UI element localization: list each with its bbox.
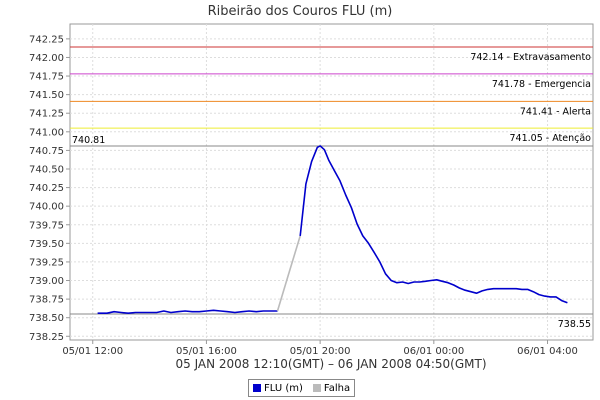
y-axis: 738.25 738.50 738.75 739.00 739.25 739.50 739.…: [29, 34, 70, 343]
legend-swatch-flu: [253, 384, 261, 392]
threshold-label: 741.41 - Alerta: [520, 106, 591, 117]
grid: [70, 24, 593, 340]
legend-swatch-falha: [312, 384, 321, 392]
y-tick-label: 741.00: [29, 127, 64, 138]
y-tick-label: 740.00: [29, 202, 64, 213]
y-tick-label: 741.75: [29, 72, 64, 83]
min-marker-label: 738.55: [558, 319, 591, 330]
series: [97, 145, 568, 315]
series-line-0: [97, 309, 278, 315]
legend-label-flu: FLU (m): [264, 382, 303, 394]
y-tick-label: 742.25: [29, 34, 64, 45]
y-tick-label: 738.75: [29, 295, 64, 306]
y-tick-label: 738.50: [29, 313, 64, 324]
threshold-lines: 742.14 - Extravasamento 741.78 - Emergenc…: [70, 46, 593, 144]
legend-item-falha: Falha: [312, 382, 351, 394]
x-tick-label: 05/01 16:00: [176, 346, 237, 357]
y-tick-label: 740.25: [29, 183, 64, 194]
y-tick-label: 739.25: [29, 257, 64, 268]
series-line-1: [276, 235, 301, 312]
marker-lines: 740.81 738.55: [70, 135, 593, 330]
legend: FLU (m) Falha: [248, 379, 356, 397]
y-tick-label: 741.50: [29, 90, 64, 101]
plot-area: [69, 23, 594, 341]
y-tick-label: 739.00: [29, 276, 64, 287]
threshold-label: 742.14 - Extravasamento: [470, 52, 591, 63]
y-tick-label: 740.50: [29, 164, 64, 175]
legend-item-flu: FLU (m): [253, 383, 303, 394]
x-tick-label: 06/01 04:00: [517, 346, 578, 357]
y-tick-label: 741.25: [29, 109, 64, 120]
legend-label-falha: Falha: [323, 382, 351, 394]
y-tick-label: 739.75: [29, 220, 64, 231]
chart-title: Ribeirão dos Couros FLU (m): [208, 4, 393, 19]
x-tick-label: 06/01 00:00: [403, 346, 464, 357]
y-tick-label: 739.50: [29, 239, 64, 250]
y-tick-label: 740.75: [29, 146, 64, 157]
max-marker-label: 740.81: [72, 135, 105, 146]
series-line-2: [299, 145, 568, 304]
x-tick-label: 05/01 20:00: [290, 346, 351, 357]
x-axis: 05/01 12:00 05/01 16:00 05/01 20:00 06/01 0…: [62, 340, 578, 357]
y-tick-label: 738.25: [29, 332, 64, 343]
threshold-label: 741.78 - Emergencia: [492, 79, 591, 90]
x-tick-label: 05/01 12:00: [62, 346, 123, 357]
x-axis-label: 05 JAN 2008 12:10(GMT) – 06 JAN 2008 04:…: [175, 357, 486, 371]
y-tick-label: 742.00: [29, 53, 64, 64]
threshold-label: 741.05 - Atenção: [510, 133, 592, 144]
